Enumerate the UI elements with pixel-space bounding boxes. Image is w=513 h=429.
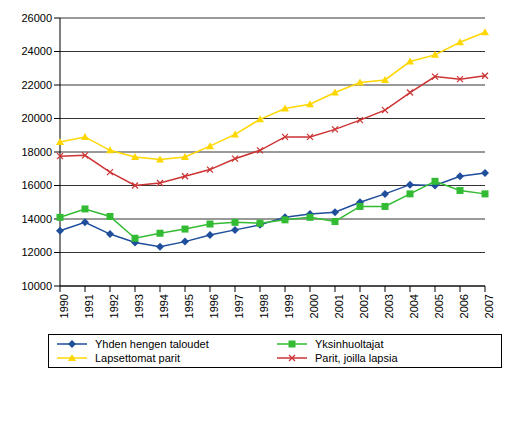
svg-text:1999: 1999	[283, 294, 295, 318]
svg-text:2002: 2002	[358, 294, 370, 318]
svg-text:1992: 1992	[108, 294, 120, 318]
svg-text:20000: 20000	[21, 112, 52, 124]
svg-text:26000: 26000	[21, 12, 52, 24]
svg-text:1991: 1991	[83, 294, 95, 318]
html-text:Yhden hengen taloudet: Yhden hengen taloudet	[95, 338, 209, 350]
svg-text:2006: 2006	[458, 294, 470, 318]
svg-text:16000: 16000	[21, 179, 52, 191]
svg-text:1996: 1996	[208, 294, 220, 318]
svg-text:2000: 2000	[308, 294, 320, 318]
svg-text:1997: 1997	[233, 294, 245, 318]
html-text:Parit, joilla lapsia: Parit, joilla lapsia	[315, 352, 398, 364]
svg-text:2003: 2003	[383, 294, 395, 318]
svg-text:2001: 2001	[333, 294, 345, 318]
svg-text:2004: 2004	[408, 294, 420, 318]
svg-text:1990: 1990	[58, 294, 70, 318]
html-text:Yksinhuoltajat: Yksinhuoltajat	[315, 338, 384, 350]
svg-text:24000: 24000	[21, 45, 52, 57]
html-text:Lapsettomat parit: Lapsettomat parit	[95, 352, 180, 364]
svg-text:14000: 14000	[21, 213, 52, 225]
svg-text:18000: 18000	[21, 146, 52, 158]
svg-text:1998: 1998	[258, 294, 270, 318]
svg-text:10000: 10000	[21, 280, 52, 292]
svg-text:2007: 2007	[483, 294, 495, 318]
svg-text:1995: 1995	[183, 294, 195, 318]
svg-text:1993: 1993	[133, 294, 145, 318]
svg-text:12000: 12000	[21, 246, 52, 258]
svg-text:2005: 2005	[433, 294, 445, 318]
svg-text:1994: 1994	[158, 294, 170, 318]
svg-text:22000: 22000	[21, 79, 52, 91]
